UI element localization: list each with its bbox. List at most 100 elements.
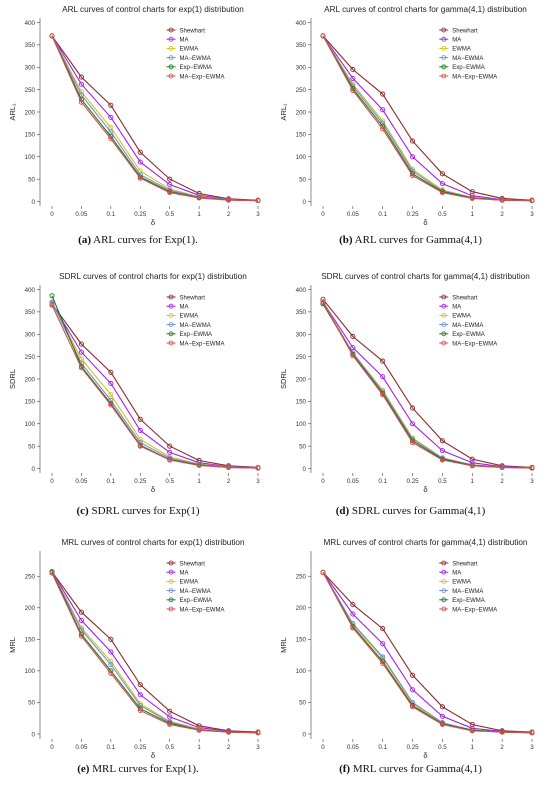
data-point xyxy=(410,154,416,160)
y-tick-label: 250 xyxy=(25,87,36,94)
data-point xyxy=(108,636,114,642)
caption-label: (f) xyxy=(339,763,350,775)
data-point xyxy=(439,721,445,728)
data-point xyxy=(380,641,386,647)
data-point xyxy=(137,159,143,165)
caption-label: (e) xyxy=(77,763,90,775)
y-axis-label: MRL xyxy=(8,637,17,653)
legend-marker xyxy=(441,597,447,603)
y-tick-label: 50 xyxy=(28,176,35,183)
legend-marker xyxy=(168,64,174,70)
data-point xyxy=(226,729,232,735)
data-point xyxy=(226,197,232,203)
data-point xyxy=(350,333,356,340)
series-line xyxy=(322,35,533,202)
legend-marker xyxy=(168,303,174,309)
x-tick-label: 3 xyxy=(256,744,260,751)
chart-title: SDRL curves of control charts for exp(1)… xyxy=(59,272,247,281)
y-tick-label: 200 xyxy=(296,376,307,383)
chart-panel-1: ARL curves of control charts for exp(1) … xyxy=(8,5,261,227)
data-point xyxy=(196,462,202,468)
series-line xyxy=(322,35,533,202)
series-line xyxy=(322,35,533,201)
series-line xyxy=(51,571,259,734)
series-line xyxy=(322,35,533,202)
legend-label: EWMA xyxy=(180,314,199,320)
caption-text: SDRL curves for Exp(1) xyxy=(89,505,200,517)
series-line xyxy=(322,301,533,469)
legend-marker xyxy=(441,340,447,346)
x-tick-label: 1 xyxy=(197,744,201,751)
data-point xyxy=(78,81,84,87)
x-tick-label: 0.1 xyxy=(107,478,116,485)
data-point xyxy=(499,464,505,470)
y-tick-label: 0 xyxy=(303,199,307,206)
x-tick-label: 3 xyxy=(530,211,534,218)
x-tick-label: 1 xyxy=(197,211,201,218)
series-line xyxy=(51,301,259,469)
legend-label: Shewhart xyxy=(452,28,478,34)
data-point xyxy=(137,443,143,449)
legend-marker xyxy=(168,73,174,79)
series-line xyxy=(51,35,259,201)
series-line xyxy=(51,303,259,468)
x-tick-label: 2 xyxy=(227,478,231,485)
data-point xyxy=(499,197,505,203)
x-tick-label: 0.25 xyxy=(134,211,147,218)
legend-label: MA−Exp−EWMA xyxy=(180,607,225,613)
data-point xyxy=(380,374,386,380)
legend-label: Exp−EWMA xyxy=(180,332,213,338)
legend-label: Exp−EWMA xyxy=(452,598,485,604)
legend-label: MA−Exp−EWMA xyxy=(180,341,225,347)
data-point xyxy=(439,457,445,463)
data-point xyxy=(108,402,114,408)
data-point xyxy=(499,729,505,735)
chart-panel-3: SDRL curves of control charts for exp(1)… xyxy=(8,272,261,494)
y-tick-label: 0 xyxy=(32,466,36,473)
y-tick-label: 0 xyxy=(32,731,36,738)
x-tick-label: 1 xyxy=(197,478,201,485)
x-axis-label: δ xyxy=(423,218,427,227)
x-tick-label: 0.05 xyxy=(75,744,88,751)
x-tick-label: 0 xyxy=(321,744,325,751)
y-tick-label: 150 xyxy=(25,399,36,406)
legend-marker xyxy=(441,331,447,337)
data-point xyxy=(439,448,445,454)
legend-label: MA xyxy=(452,571,461,577)
legend-label: EWMA xyxy=(180,47,199,53)
legend-label: MA xyxy=(452,305,461,311)
series-line xyxy=(51,35,259,202)
panel-caption: (d) SDRL curves for Gamma(4,1) xyxy=(336,505,486,517)
chart-title: ARL curves of control charts for gamma(4… xyxy=(324,5,527,14)
series-line xyxy=(322,298,533,468)
panel-caption: (c) SDRL curves for Exp(1) xyxy=(76,505,199,517)
legend-marker xyxy=(441,46,447,51)
data-point xyxy=(529,730,535,736)
legend-label: MA−EWMA xyxy=(452,589,483,595)
data-point xyxy=(410,704,416,710)
series-line xyxy=(51,571,259,734)
data-point xyxy=(167,443,173,449)
panel-caption: (a) ARL curves for Exp(1). xyxy=(78,234,198,246)
data-point xyxy=(350,87,356,94)
legend-label: MA−Exp−EWMA xyxy=(452,74,497,80)
y-tick-label: 200 xyxy=(25,109,36,116)
y-axis-label: ARL₁ xyxy=(8,103,17,121)
data-point xyxy=(137,175,143,181)
y-tick-label: 300 xyxy=(25,65,36,72)
y-tick-label: 400 xyxy=(25,20,36,27)
data-point xyxy=(255,730,261,736)
data-point xyxy=(350,353,356,359)
x-tick-label: 0.05 xyxy=(75,211,88,218)
data-point xyxy=(167,176,173,182)
series-line xyxy=(51,35,259,202)
x-tick-label: 0.5 xyxy=(438,478,447,485)
x-tick-label: 0.1 xyxy=(378,211,387,218)
data-point xyxy=(49,293,55,299)
y-tick-label: 300 xyxy=(296,332,307,339)
legend-label: EWMA xyxy=(180,580,199,586)
legend-label: MA−Exp−EWMA xyxy=(452,341,497,347)
x-tick-label: 0.5 xyxy=(165,211,174,218)
y-tick-label: 50 xyxy=(299,700,306,707)
data-point xyxy=(320,569,326,575)
